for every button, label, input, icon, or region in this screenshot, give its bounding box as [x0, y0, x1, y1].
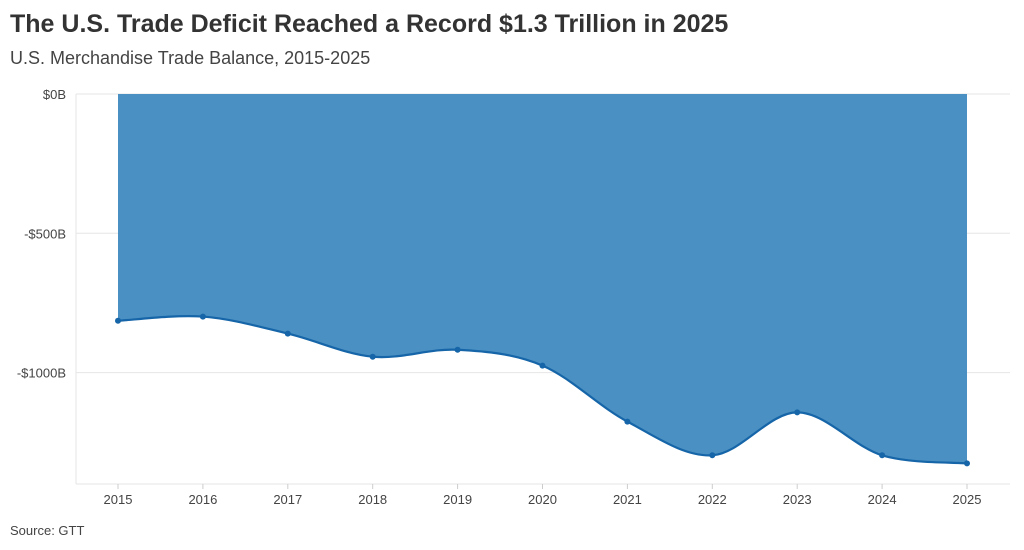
x-tick-label: 2021 — [613, 492, 642, 507]
data-point-2018 — [369, 353, 376, 360]
x-tick-label: 2016 — [188, 492, 217, 507]
x-tick-label: 2024 — [868, 492, 897, 507]
chart-subtitle: U.S. Merchandise Trade Balance, 2015-202… — [10, 48, 371, 68]
x-tick-label: 2023 — [783, 492, 812, 507]
data-point-2015 — [115, 317, 121, 324]
y-tick-label: $0B — [43, 87, 66, 102]
y-tick-label: -$500B — [24, 226, 66, 241]
source-note: Source: GTT — [10, 523, 85, 538]
data-point-2020 — [539, 362, 546, 369]
x-tick-label: 2020 — [528, 492, 557, 507]
y-tick-label: -$1000B — [17, 366, 66, 381]
series-line — [117, 315, 968, 465]
data-point-2022 — [709, 452, 716, 459]
data-point-2017 — [284, 330, 291, 337]
data-point-2025 — [964, 460, 970, 467]
x-tick-label: 2022 — [698, 492, 727, 507]
data-point-2024 — [879, 452, 886, 459]
x-tick-label: 2015 — [104, 492, 133, 507]
data-point-2023 — [794, 409, 801, 416]
x-tick-label: 2025 — [953, 492, 982, 507]
x-tick-label: 2019 — [443, 492, 472, 507]
data-point-2021 — [624, 418, 631, 425]
data-point-2019 — [454, 346, 461, 353]
x-tick-label: 2018 — [358, 492, 387, 507]
area-fill — [118, 94, 967, 464]
x-tick-label: 2017 — [273, 492, 302, 507]
chart-title: The U.S. Trade Deficit Reached a Record … — [10, 10, 729, 38]
data-point-2016 — [199, 313, 206, 320]
